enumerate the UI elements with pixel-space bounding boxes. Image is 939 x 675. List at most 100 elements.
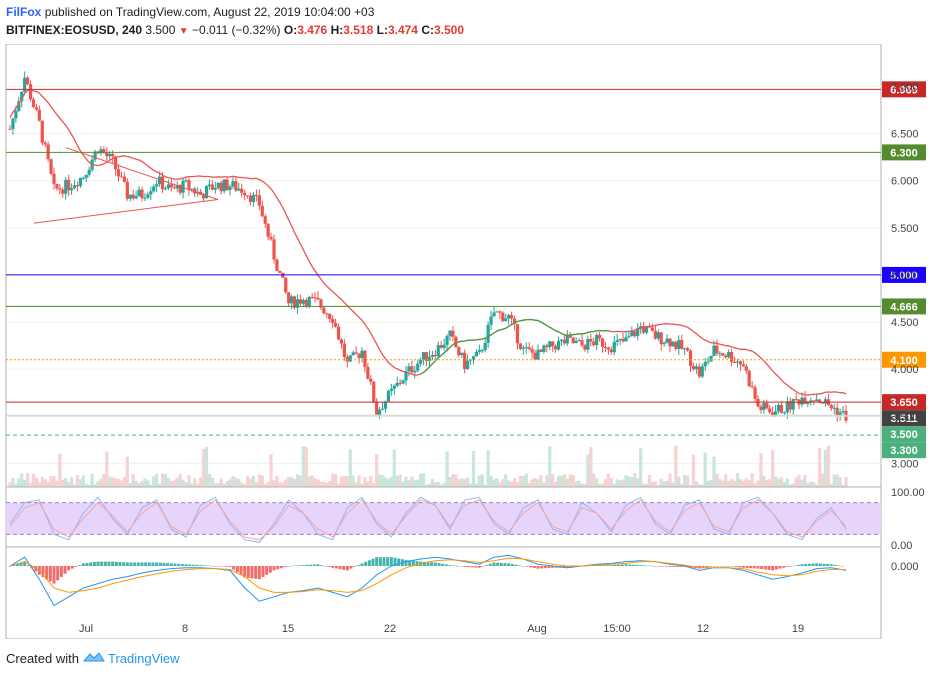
candle-body[interactable] (466, 360, 470, 370)
candle-body[interactable] (592, 341, 596, 346)
candle-body[interactable] (674, 341, 678, 349)
candle-body[interactable] (691, 365, 696, 370)
candle-body[interactable] (457, 347, 461, 356)
candle-body[interactable] (248, 195, 253, 202)
candle-body[interactable] (518, 343, 522, 349)
candle-body[interactable] (398, 382, 402, 384)
candle-body[interactable] (378, 409, 382, 415)
candle-body[interactable] (680, 340, 684, 349)
candle-body[interactable] (187, 180, 191, 190)
candle-body[interactable] (386, 390, 390, 402)
candle-body[interactable] (158, 176, 162, 185)
candle-body[interactable] (99, 149, 103, 154)
candle-body[interactable] (683, 348, 687, 350)
candle-body[interactable] (304, 299, 308, 307)
candle-body[interactable] (119, 176, 124, 178)
price-level-tag[interactable] (882, 144, 926, 161)
candle-body[interactable] (785, 401, 789, 413)
candle-body[interactable] (43, 142, 47, 145)
candle-body[interactable] (419, 359, 423, 364)
candle-body[interactable] (31, 99, 36, 108)
price-axis[interactable]: 7.000 6.500 6.000 5.500 5.000 4.500 4.000 3.500… (891, 81, 925, 573)
candle-body[interactable] (765, 403, 769, 409)
candle-body[interactable] (738, 361, 742, 365)
candle-body[interactable] (413, 370, 417, 373)
candle-body[interactable] (730, 352, 734, 363)
candle-body[interactable] (694, 366, 698, 370)
candle-body[interactable] (504, 318, 508, 322)
candle-body[interactable] (642, 326, 646, 333)
candle-body[interactable] (545, 345, 549, 348)
candle-body[interactable] (207, 184, 212, 187)
candle-body[interactable] (703, 362, 707, 367)
candle-body[interactable] (747, 370, 751, 387)
candle-body[interactable] (530, 349, 534, 353)
candle-body[interactable] (712, 345, 716, 356)
candle-body[interactable] (372, 381, 376, 403)
candle-body[interactable] (166, 184, 170, 189)
candle-body[interactable] (709, 355, 713, 362)
candle-body[interactable] (436, 345, 440, 357)
candle-body[interactable] (427, 356, 432, 361)
candle-body[interactable] (451, 330, 455, 337)
candle-body[interactable] (290, 296, 294, 304)
candle-body[interactable] (216, 182, 220, 189)
candle-body[interactable] (627, 336, 631, 338)
price-level-tag[interactable] (882, 81, 926, 98)
candle-body[interactable] (225, 179, 229, 191)
price-level-tag[interactable] (882, 351, 926, 368)
candle-body[interactable] (407, 366, 411, 372)
candle-body[interactable] (445, 336, 449, 345)
candle-body[interactable] (586, 339, 590, 350)
candle-body[interactable] (636, 328, 640, 337)
candle-body[interactable] (284, 277, 288, 293)
candle-body[interactable] (606, 347, 610, 350)
candle-body[interactable] (275, 259, 279, 271)
candle-body[interactable] (559, 339, 564, 341)
candle-body[interactable] (829, 404, 833, 409)
candle-body[interactable] (430, 354, 434, 357)
candle-body[interactable] (234, 181, 238, 191)
tradingview-logo-icon[interactable] (82, 651, 108, 666)
candle-body[interactable] (756, 398, 760, 407)
candle-body[interactable] (93, 151, 97, 160)
candle-body[interactable] (477, 350, 481, 352)
candle-body[interactable] (325, 313, 329, 315)
candle-body[interactable] (460, 352, 464, 356)
candle-body[interactable] (753, 387, 757, 399)
candle-body[interactable] (744, 366, 748, 371)
candle-body[interactable] (542, 345, 546, 352)
candle-body[interactable] (624, 337, 628, 342)
price-level-tag[interactable] (882, 442, 926, 459)
candle-body[interactable] (788, 401, 792, 410)
candle-body[interactable] (155, 184, 159, 187)
candle-body[interactable] (448, 330, 452, 337)
candle-body[interactable] (363, 350, 367, 368)
candle-body[interactable] (662, 342, 666, 345)
candle-body[interactable] (422, 352, 426, 360)
candle-body[interactable] (823, 399, 828, 404)
candle-body[interactable] (598, 334, 602, 339)
candle-body[interactable] (800, 397, 804, 405)
candle-body[interactable] (111, 153, 115, 157)
candle-body[interactable] (571, 337, 575, 344)
candle-body[interactable] (240, 188, 244, 193)
candle-body[interactable] (146, 194, 150, 198)
candle-body[interactable] (706, 361, 710, 363)
candle-body[interactable] (727, 352, 731, 358)
candle-body[interactable] (81, 177, 85, 179)
candle-body[interactable] (815, 399, 819, 402)
candle-body[interactable] (471, 356, 476, 360)
candle-body[interactable] (759, 406, 763, 410)
candle-body[interactable] (301, 299, 305, 304)
candle-body[interactable] (653, 330, 657, 339)
price-level-tag[interactable] (882, 426, 926, 443)
candle-body[interactable] (404, 371, 408, 381)
candle-body[interactable] (140, 189, 144, 199)
candle-body[interactable] (812, 400, 816, 402)
candle-body[interactable] (125, 181, 129, 199)
candle-body[interactable] (40, 120, 44, 143)
brand-name[interactable]: FilFox (6, 5, 42, 19)
symbol-label[interactable]: BITFINEX:EOSUSD, 240 (6, 23, 143, 37)
candle-body[interactable] (46, 144, 50, 160)
